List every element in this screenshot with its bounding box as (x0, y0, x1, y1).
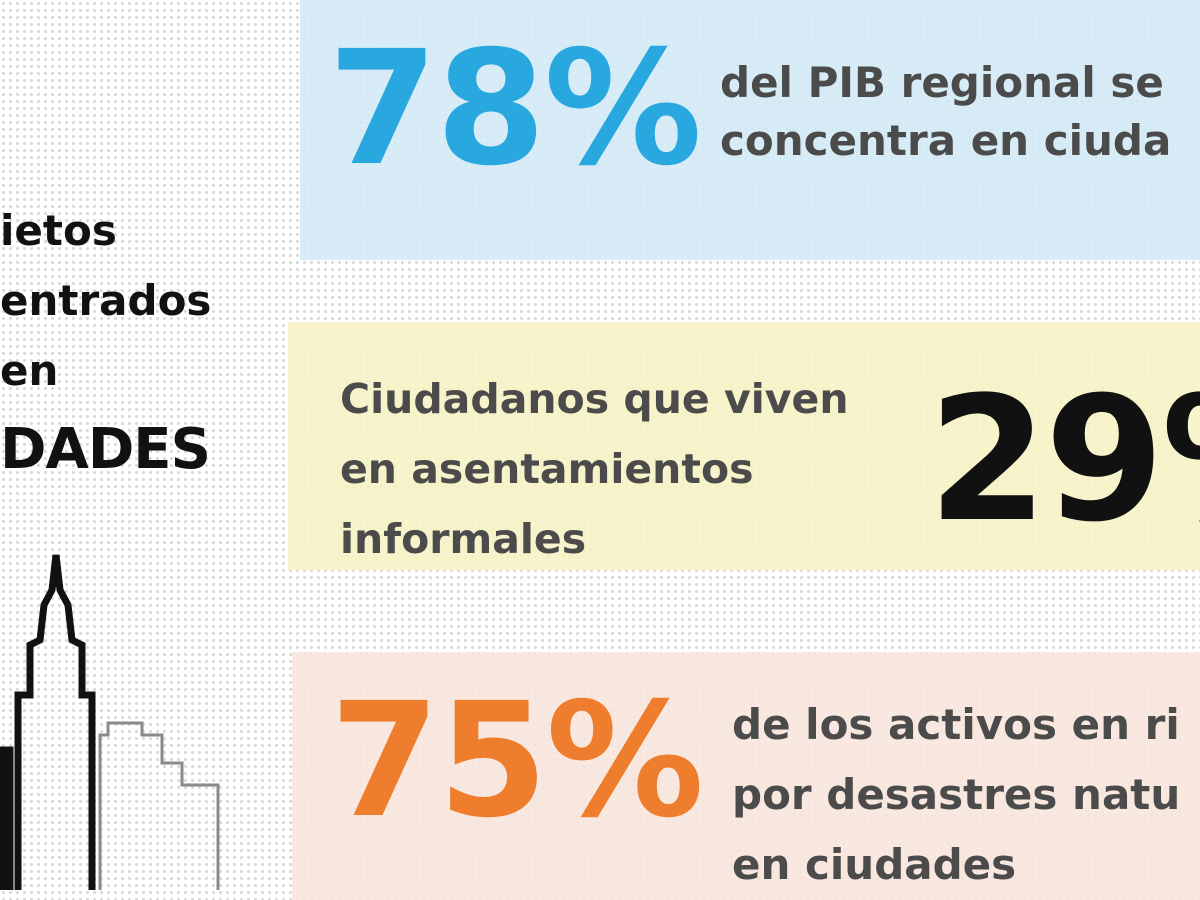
stat-band-informal-settlements: Ciudadanos que viven en asentamientos in… (288, 322, 1200, 570)
stat-description-informal: Ciudadanos que viven en asentamientos in… (340, 364, 849, 570)
stat-description-line: del PIB regional se (720, 58, 1164, 107)
stat-value-informal: 29% (928, 359, 1200, 560)
stat-description-line: informales (340, 515, 587, 563)
stat-description-gdp: del PIB regional se concentra en ciuda (720, 54, 1171, 170)
side-heading-line-2: entrados (0, 276, 212, 325)
stat-band-disaster-assets: 75% de los activos en ri por desastres n… (292, 652, 1200, 900)
stat-description-disaster: de los activos en ri por desastres natu … (732, 690, 1180, 900)
city-skyline-icon (0, 554, 220, 890)
stat-value-disaster: 75% (330, 669, 704, 853)
stat-description-line: en ciudades (732, 840, 1017, 889)
stat-description-line: en asentamientos (340, 445, 754, 493)
side-heading-line-4: DADES (0, 417, 211, 482)
stat-description-line: Ciudadanos que viven (340, 375, 849, 423)
stat-description-line: de los activos en ri (732, 700, 1180, 749)
side-heading: ietos entrados en DADES (0, 200, 300, 490)
stat-description-line: concentra en ciuda (720, 116, 1172, 165)
side-heading-line-1: ietos (0, 206, 117, 255)
stat-value-gdp: 78% (328, 17, 702, 201)
stat-description-line: por desastres natu (732, 770, 1181, 819)
stat-band-gdp: 78% del PIB regional se concentra en ciu… (300, 0, 1200, 260)
side-heading-line-3: en (0, 346, 59, 395)
